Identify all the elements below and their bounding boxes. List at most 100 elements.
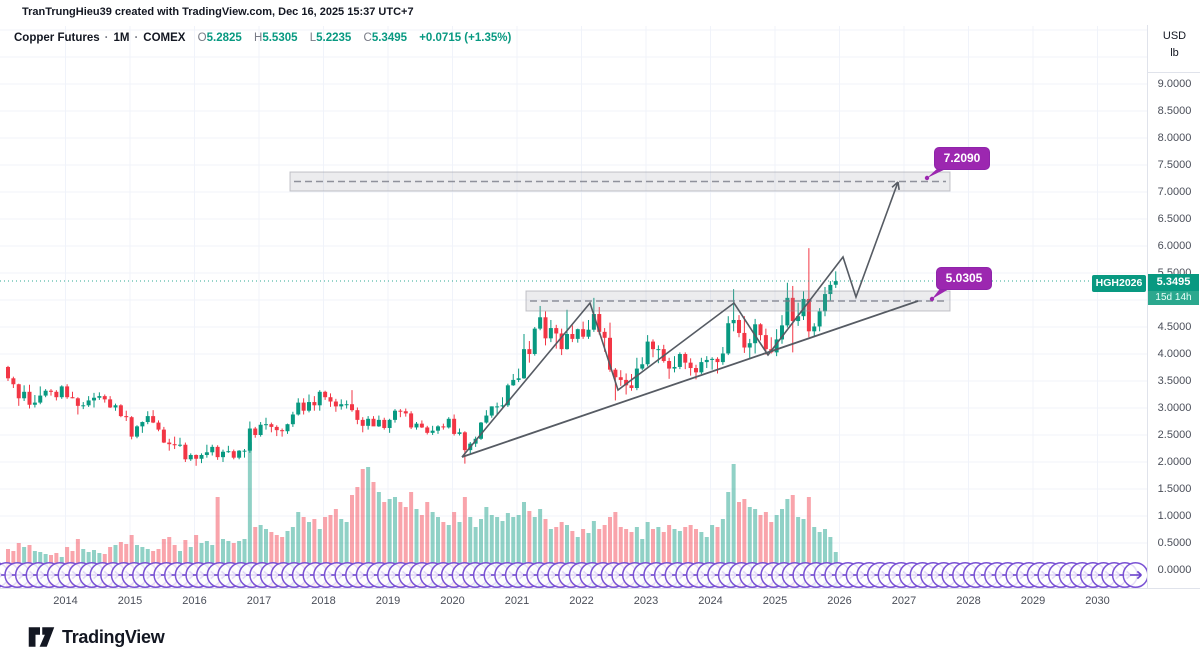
tradingview-logo[interactable]: TradingView: [28, 625, 165, 649]
timeline-markers[interactable]: [0, 561, 1149, 589]
candle-body: [452, 418, 457, 434]
time-axis[interactable]: 2014 2015 2016 2017 2018 2019 2020 2021 2022 2023…: [0, 588, 1200, 619]
arrow-head: [1136, 574, 1142, 580]
price-tick-label: 8.0000: [1157, 132, 1192, 144]
year-label: 2020: [440, 595, 465, 607]
volume-bar: [774, 515, 779, 587]
candle-body: [86, 400, 91, 406]
symbol-legend[interactable]: Copper Futures · 1M · COMEX O5.2825 H5.5305 …: [14, 32, 511, 44]
volume-bar: [672, 529, 677, 587]
candle-body: [419, 423, 424, 428]
volume-bar: [468, 517, 473, 587]
volume-bar: [495, 517, 500, 587]
candle-body: [16, 384, 21, 399]
candle-body: [527, 349, 532, 354]
candle-body: [554, 328, 559, 334]
candle-body: [505, 385, 510, 406]
candle-body: [183, 444, 188, 460]
price-axis[interactable]: USD lb 9.0000 8.5000 8.0000 7.5000 7.0000 6.5…: [1147, 25, 1200, 588]
candle-body: [231, 451, 236, 458]
candle-body: [124, 416, 129, 418]
candle-body: [694, 368, 698, 373]
volume-bar: [446, 525, 451, 587]
price-target-callout-lower[interactable]: 5.0305: [936, 267, 992, 290]
candle-body: [602, 331, 607, 338]
candle-body: [22, 391, 27, 399]
volume-bar: [247, 442, 252, 587]
candle-body: [360, 419, 365, 426]
interval-label[interactable]: 1M: [113, 32, 130, 44]
volume-bar: [258, 525, 263, 587]
volume-bar: [591, 521, 596, 587]
candle-body: [221, 451, 225, 458]
candle-body: [135, 426, 139, 437]
volume-bar: [742, 499, 747, 587]
candle-body: [161, 429, 166, 443]
volume-bar: [194, 535, 199, 587]
candle-body: [113, 405, 118, 408]
volume-bar: [677, 531, 682, 587]
candle-body: [129, 417, 134, 437]
candle-body: [747, 343, 752, 348]
bar-countdown: 15d 14h: [1148, 291, 1199, 305]
candle-body: [430, 430, 435, 433]
price-tick-label: 6.5000: [1157, 213, 1192, 225]
price-tick-label: 4.0000: [1157, 348, 1192, 360]
volume-bar: [280, 537, 285, 587]
candle-body: [613, 369, 618, 378]
candle-body: [156, 422, 161, 430]
candle-body: [280, 430, 285, 432]
candle-body: [548, 328, 553, 339]
breakout-zone[interactable]: [525, 290, 951, 312]
volume-bar: [570, 531, 575, 587]
volume-bar: [602, 525, 607, 587]
ascending-support-trendline[interactable]: [461, 300, 919, 458]
price-target-callout-upper[interactable]: 7.2090: [934, 147, 990, 170]
projection-arrowhead: [897, 181, 900, 191]
volume-bar: [527, 511, 532, 587]
volume-bar: [710, 525, 715, 587]
candle-body: [565, 334, 569, 350]
candle-body: [75, 398, 80, 406]
candle-body: [581, 329, 586, 337]
price-tick-label: 3.0000: [1157, 402, 1192, 414]
volume-bar: [769, 522, 774, 587]
volume-bar: [436, 517, 440, 587]
volume-bar: [317, 529, 322, 587]
candle-body: [516, 378, 521, 380]
candle-body: [11, 378, 16, 385]
candle-body: [38, 395, 43, 403]
candle-body: [618, 377, 623, 380]
year-label: 2016: [182, 595, 207, 607]
volume-bar: [548, 529, 553, 587]
candle-body: [479, 422, 483, 439]
year-label: 2014: [53, 595, 78, 607]
candle-body: [215, 446, 220, 458]
volume-bar: [333, 509, 338, 587]
volume-bar: [505, 513, 510, 587]
current-price-badge: 5.3495 15d 14h: [1148, 274, 1199, 305]
candle-body: [65, 386, 70, 398]
price-tick-label: 9.0000: [1157, 78, 1192, 90]
candle-body: [806, 298, 811, 332]
candle-body: [108, 399, 113, 408]
volume-bar: [489, 515, 494, 587]
candle-body: [188, 454, 193, 460]
elliott-wave-projection-line[interactable]: [461, 181, 899, 458]
year-label: 2029: [1020, 595, 1046, 607]
volume-bar: [618, 527, 623, 587]
year-label: 2025: [762, 595, 788, 607]
volume-bar: [328, 515, 333, 587]
resistance-zones[interactable]: [289, 171, 951, 312]
candle-body: [672, 366, 677, 369]
tradingview-logo-icon: [28, 627, 55, 647]
candle-body: [339, 404, 344, 407]
volume-bar: [382, 502, 387, 587]
volume-bar: [516, 515, 521, 587]
footer: TradingView: [0, 618, 1200, 661]
candle-body: [247, 428, 252, 451]
volume-bar: [484, 507, 489, 587]
candle-body: [651, 341, 655, 350]
candle-body: [715, 358, 720, 363]
